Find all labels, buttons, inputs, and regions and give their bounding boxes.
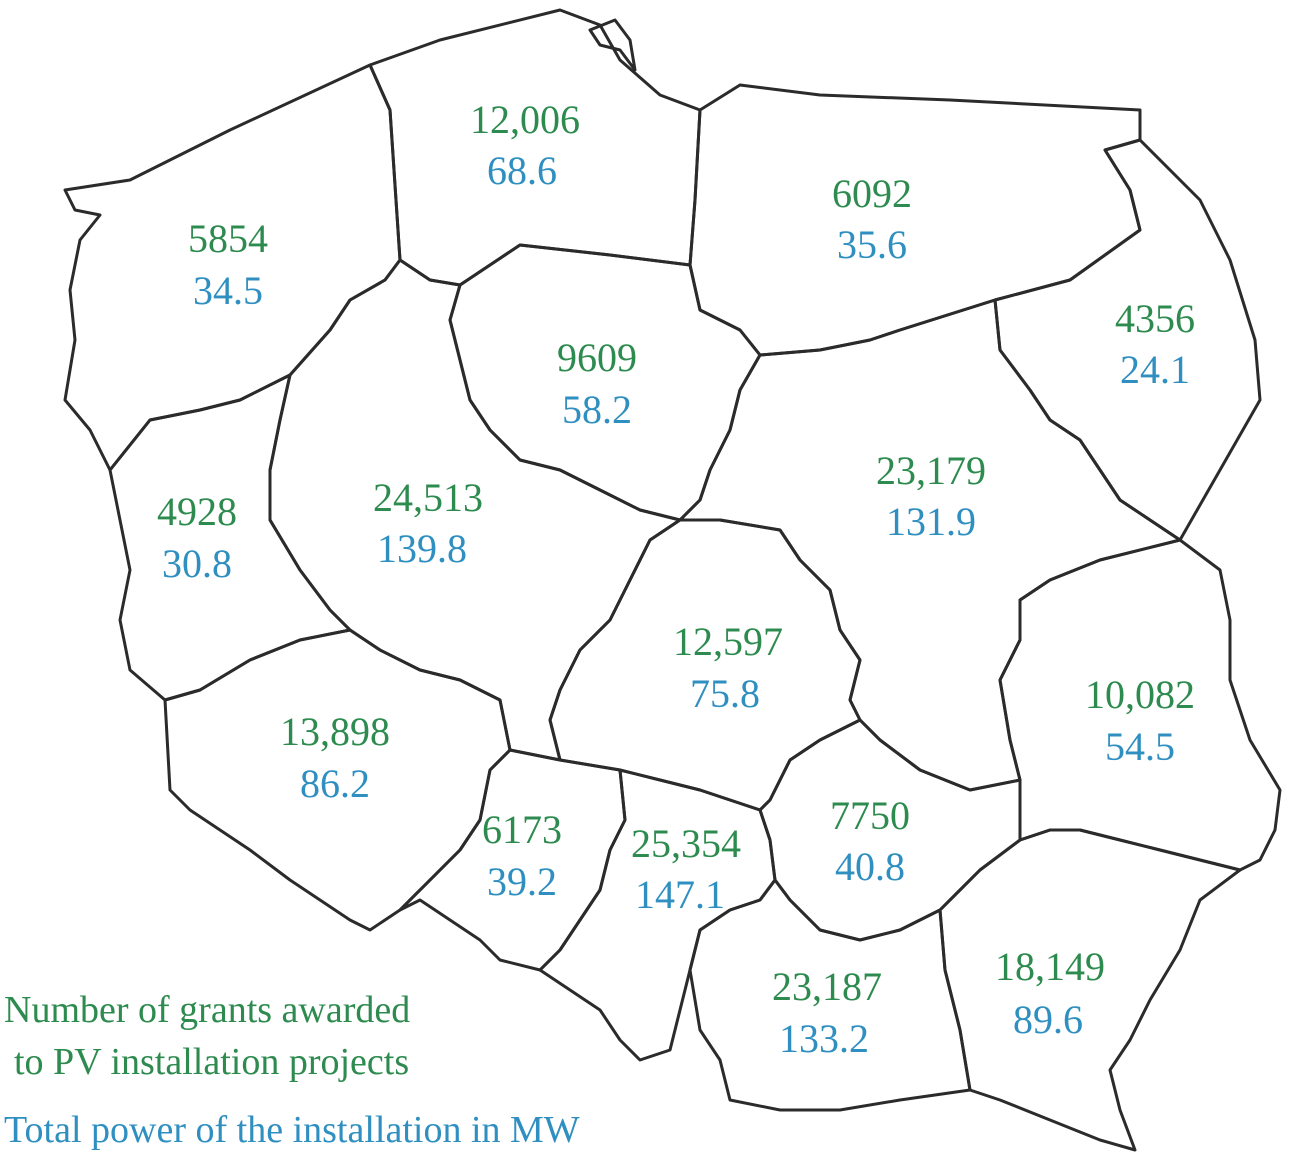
legend-grants-line2: to PV installation projects — [14, 1041, 409, 1083]
power-label-wielkopolskie: 139.8 — [377, 526, 467, 571]
legend: Number of grants awarded to PV installat… — [4, 989, 580, 1151]
region-warminsko-mazurskie — [688, 83, 1142, 357]
grants-label-mazowieckie: 23,179 — [876, 448, 986, 493]
grants-label-pomorskie: 12,006 — [470, 97, 580, 142]
power-label-opolskie: 39.2 — [487, 859, 557, 904]
power-label-swietokrzyskie: 40.8 — [835, 844, 905, 889]
legend-power-line: Total power of the installation in MW — [4, 1109, 580, 1151]
power-label-malopolskie: 133.2 — [779, 1016, 869, 1061]
power-label-warminsko-mazurskie: 35.6 — [837, 222, 907, 267]
region-lubuskie — [108, 373, 352, 702]
power-label-pomorskie: 68.6 — [487, 148, 557, 193]
grants-label-opolskie: 6173 — [482, 807, 562, 852]
grants-label-lodzkie: 12,597 — [673, 619, 783, 664]
power-label-dolnoslaskie: 86.2 — [300, 761, 370, 806]
power-label-slaskie: 147.1 — [635, 872, 725, 917]
grants-label-malopolskie: 23,187 — [772, 964, 882, 1009]
grants-label-swietokrzyskie: 7750 — [830, 793, 910, 838]
region-podkarpackie — [938, 828, 1242, 1152]
power-label-lubelskie: 54.5 — [1105, 724, 1175, 769]
grants-label-zachodniopomorskie: 5854 — [188, 216, 268, 261]
grants-label-lubelskie: 10,082 — [1085, 672, 1195, 717]
power-label-zachodniopomorskie: 34.5 — [193, 268, 263, 313]
power-label-podlaskie: 24.1 — [1120, 347, 1190, 392]
region-borders — [63, 8, 1282, 1152]
power-label-lubuskie: 30.8 — [162, 541, 232, 586]
region-kujawsko-pomorskie — [448, 243, 762, 522]
grants-label-podlaskie: 4356 — [1115, 296, 1195, 341]
region-malopolskie — [688, 878, 972, 1112]
grants-label-podkarpackie: 18,149 — [995, 944, 1105, 989]
grants-label-lubuskie: 4928 — [157, 489, 237, 534]
grants-label-slaskie: 25,354 — [631, 821, 741, 866]
power-label-mazowieckie: 131.9 — [886, 499, 976, 544]
hel-peninsula — [588, 18, 637, 72]
power-label-podkarpackie: 89.6 — [1013, 997, 1083, 1042]
grants-label-wielkopolskie: 24,513 — [373, 475, 483, 520]
grants-label-warminsko-mazurskie: 6092 — [832, 171, 912, 216]
power-label-kujawsko-pomorskie: 58.2 — [562, 387, 632, 432]
grants-label-kujawsko-pomorskie: 9609 — [557, 335, 637, 380]
power-label-lodzkie: 75.8 — [690, 671, 760, 716]
region-values: 5854 34.5 12,006 68.6 6092 35.6 4356 24.… — [157, 97, 1195, 1061]
grants-label-dolnoslaskie: 13,898 — [280, 709, 390, 754]
legend-grants-line1: Number of grants awarded — [4, 989, 410, 1031]
